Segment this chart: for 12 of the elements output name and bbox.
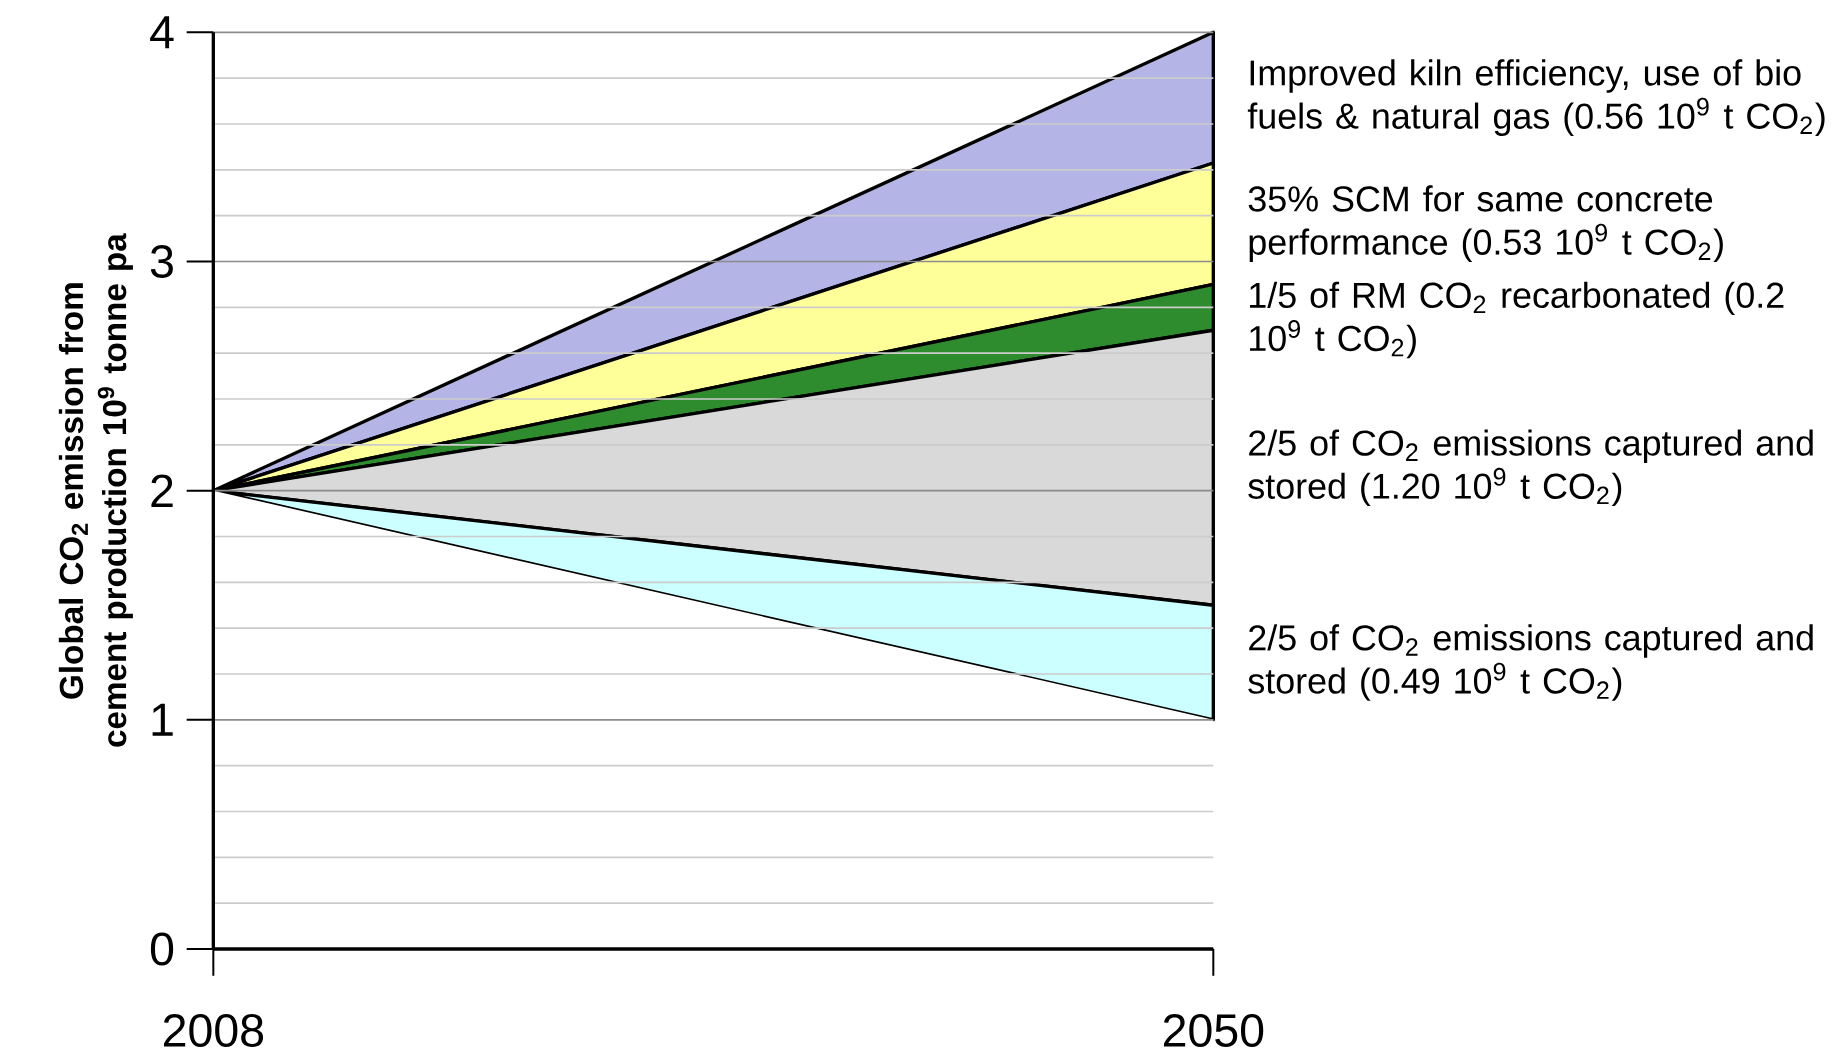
y-tick-label: 2 xyxy=(151,474,173,507)
y-tick-label: 4 xyxy=(150,16,174,49)
y-tick-label: 3 xyxy=(150,245,173,278)
series-label: 35% SCM for same concrete performance (0.53 10$^{9}$ t CO$_{2}$) xyxy=(1248,185,1723,262)
series-label: 2/5 of CO$_{2}$ emissions captured and stored (1.20 10$^{9}$ t CO$_{2}$) xyxy=(1248,429,1813,507)
y-tick-label: 1 xyxy=(152,703,173,736)
series-label: Improved kiln efficiency, use of bio fuels & natural gas (0.56 10$^{9}$ t CO$_{2}$) xyxy=(1247,59,1825,136)
text: 1/5 of RM CO$_{2}$ recarbonated (0.2 10$^{9}$ t CO$_{2}$) xyxy=(1250,281,1784,359)
series-label: 2/5 of CO$_{2}$ emissions captured and stored (0.49 10$^{9}$ t CO$_{2}$) xyxy=(1248,624,1813,701)
x-tick-label: 2050 xyxy=(1163,1014,1264,1047)
x-tick-label: 2008 xyxy=(163,1014,264,1047)
y-tick-label: 0 xyxy=(150,932,174,966)
